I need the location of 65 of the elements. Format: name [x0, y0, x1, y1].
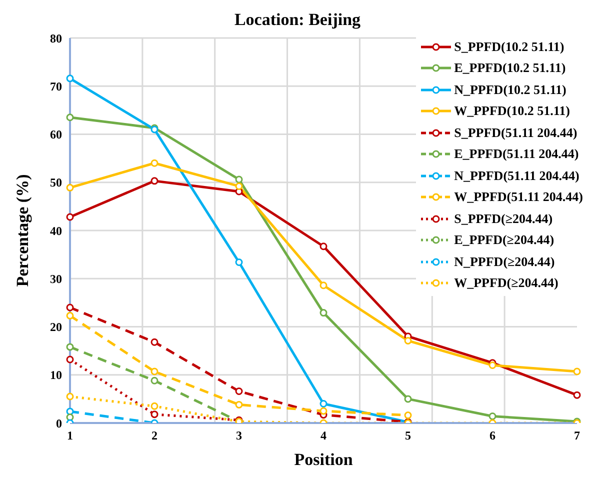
point [66, 343, 74, 351]
legend-label: W_PPFD(10.2 51.11) [454, 103, 570, 120]
point [488, 362, 496, 369]
point [150, 368, 158, 376]
point [235, 176, 243, 184]
point [150, 376, 158, 384]
point [66, 392, 74, 400]
legend-label: N_PPFD(10.2 51.11) [454, 82, 566, 98]
x-tick-label: 1 [67, 428, 73, 443]
legend-label: W_PPFD(≥204.44) [454, 275, 558, 292]
point [404, 395, 412, 403]
point [235, 258, 243, 266]
legend-label: E_PPFD(51.11 204.44) [454, 146, 579, 162]
y-tick-label: 80 [50, 31, 62, 46]
y-tick-label: 20 [50, 320, 62, 334]
x-axis-title: Position [294, 450, 354, 469]
y-tick-label: 50 [50, 176, 62, 190]
point [235, 182, 243, 190]
legend-label: N_PPFD(≥204.44) [454, 254, 555, 270]
y-tick-label: 70 [50, 79, 62, 94]
point [573, 368, 581, 376]
x-tick-label: 2 [152, 428, 158, 443]
y-tick-label: 0 [56, 416, 62, 430]
chart-title: Location: Beijing [233, 10, 362, 30]
y-axis-title: Percentage (%) [13, 174, 32, 287]
point [150, 402, 158, 410]
point [150, 338, 158, 346]
legend-label: E_PPFD(≥204.44) [454, 232, 554, 248]
legend-label: S_PPFD(10.2 51.11) [454, 38, 564, 55]
point [66, 114, 74, 122]
point [320, 407, 328, 415]
point [488, 412, 496, 420]
legend-label: S_PPFD(51.11 204.44) [454, 124, 578, 141]
point [150, 410, 158, 418]
legend-label: S_PPFD(≥204.44) [454, 210, 553, 227]
point [66, 184, 74, 192]
point [320, 282, 328, 290]
x-tick-label: 3 [236, 428, 242, 443]
x-tick-label: 5 [405, 428, 411, 443]
x-tick-label: 4 [320, 428, 326, 443]
point [235, 400, 243, 408]
y-tick-label: 30 [50, 272, 62, 286]
point [66, 304, 74, 312]
point [66, 213, 74, 221]
point [66, 413, 74, 421]
point [66, 74, 74, 82]
point [404, 336, 412, 344]
point [320, 400, 328, 408]
point [66, 356, 74, 364]
point [573, 391, 581, 399]
legend-label: E_PPFD(10.2 51.11) [454, 60, 566, 76]
point [66, 312, 74, 320]
point [404, 412, 412, 420]
y-tick-label: 10 [50, 368, 62, 382]
point [320, 242, 328, 250]
point [320, 309, 328, 317]
legend-label: W_PPFD(51.11 204.44) [454, 189, 583, 206]
legend-label: N_PPFD(51.11 204.44) [454, 168, 580, 184]
x-tick-label: 6 [490, 428, 496, 443]
point [235, 387, 243, 395]
x-tick-label: 7 [574, 428, 580, 443]
y-tick-label: 40 [50, 224, 62, 238]
y-tick-label: 60 [50, 128, 62, 142]
point [150, 159, 158, 167]
point [150, 177, 158, 185]
